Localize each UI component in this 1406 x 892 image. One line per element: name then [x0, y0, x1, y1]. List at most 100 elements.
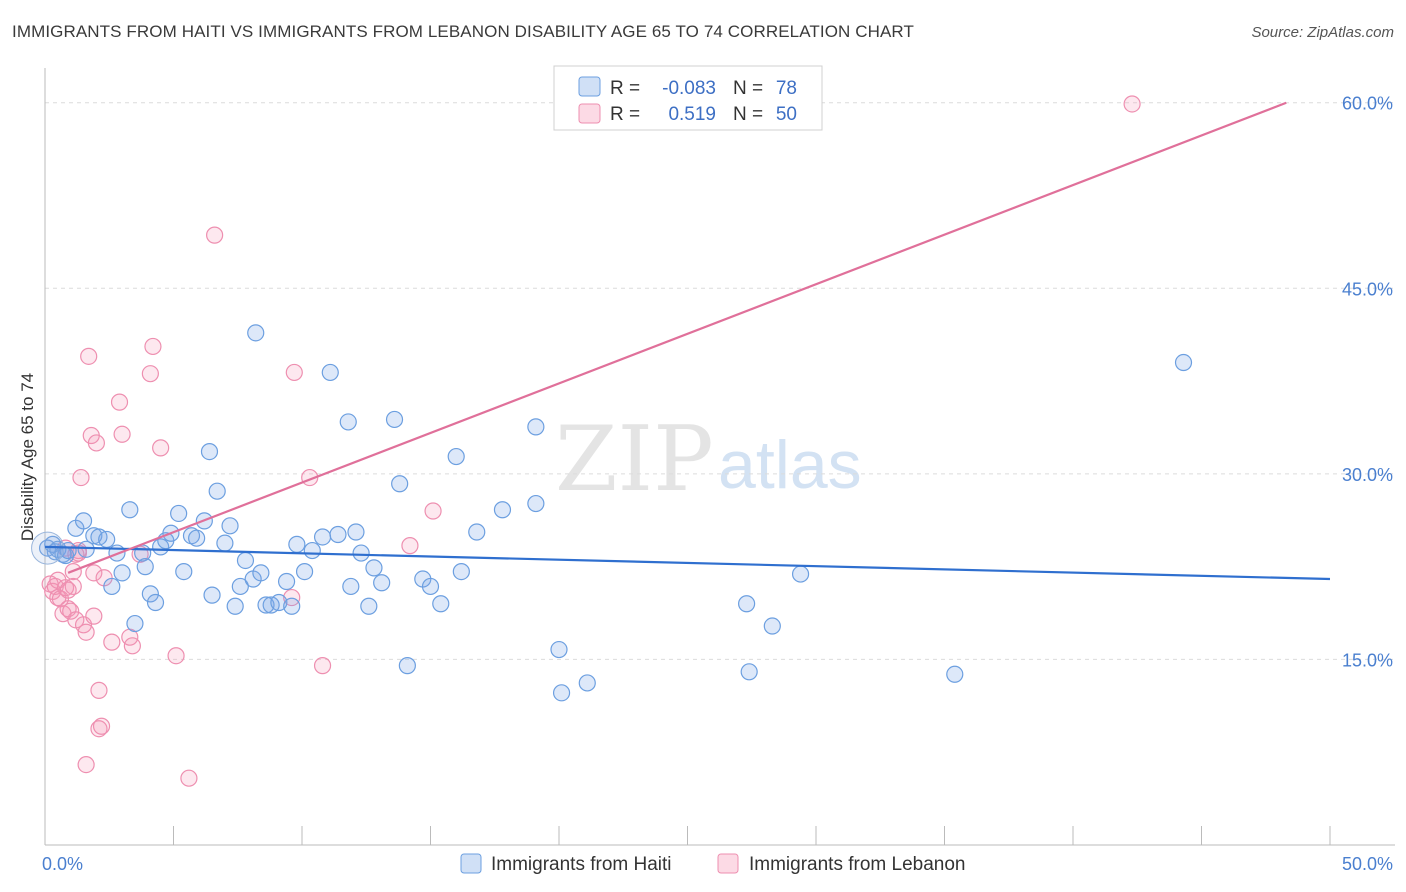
lebanon-point-20	[85, 607, 103, 625]
haiti-point-50	[321, 363, 339, 382]
stats-legend-box	[553, 65, 823, 131]
y-tick-label-45: 45.0%	[1342, 279, 1393, 299]
y-tick-label-15: 15.0%	[1342, 650, 1393, 670]
haiti-point-28	[188, 529, 206, 547]
lebanon-trendline	[67, 101, 1287, 574]
series-legend-haiti-swatch	[460, 853, 482, 874]
haiti-point-15	[113, 564, 131, 582]
haiti-point-21	[146, 593, 165, 612]
haiti-point-78	[946, 665, 964, 683]
lebanon-point-49	[67, 611, 85, 629]
haiti-point-60	[391, 475, 409, 493]
haiti-point-52	[339, 413, 357, 431]
legend-haiti-n-label: N =	[733, 78, 763, 99]
legend-haiti-r-label: R =	[610, 78, 640, 99]
lebanon-point-26	[103, 633, 121, 651]
haiti-point-17	[126, 614, 144, 633]
haiti-point-58	[373, 574, 391, 592]
haiti-point-74	[738, 595, 756, 613]
haiti-point-37	[236, 551, 255, 570]
haiti-point-69	[527, 418, 545, 436]
legend-lebanon-n-label: N =	[733, 104, 763, 125]
tick-labels: 15.0% 30.0% 45.0% 60.0% 0.0% 50.0%	[42, 94, 1393, 874]
lebanon-point-23	[90, 720, 108, 738]
haiti-point-61	[398, 657, 416, 675]
lebanon-point-43	[424, 502, 442, 520]
haiti-point-8	[74, 512, 93, 530]
lebanon-point-24	[92, 717, 111, 735]
haiti-point-47	[295, 563, 314, 581]
haiti-point-43	[270, 593, 288, 612]
lebanon-point-36	[180, 769, 198, 787]
axes	[44, 68, 1395, 846]
watermark-atlas: atlas	[718, 427, 862, 503]
haiti-point-39	[247, 324, 265, 342]
haiti-point-9	[77, 540, 95, 558]
haiti-point-51	[329, 525, 347, 544]
lebanon-point-15	[77, 623, 95, 641]
haiti-point-66	[452, 563, 470, 581]
haiti-point-63	[421, 577, 440, 596]
lebanon-point-17	[80, 347, 98, 365]
haiti-point-75	[740, 663, 758, 681]
haiti-point-77	[791, 565, 810, 583]
haiti-point-30	[200, 443, 219, 461]
lebanon-point-27	[110, 393, 129, 411]
watermark: ZIP atlas	[555, 407, 862, 512]
haiti-point-56	[360, 597, 378, 615]
y-tick-label-30: 30.0%	[1342, 465, 1393, 485]
lebanon-point-38	[283, 588, 301, 607]
haiti-point-49	[313, 528, 332, 546]
haiti-point-19	[136, 558, 154, 576]
lebanon-point-16	[77, 755, 95, 774]
haiti-point-65	[447, 447, 465, 466]
legend-lebanon-n-value: 50	[776, 104, 797, 125]
haiti-point-54	[347, 523, 365, 541]
haiti-point-71	[550, 640, 568, 659]
haiti-point-40	[252, 564, 270, 582]
haiti-point-70	[527, 494, 545, 513]
haiti-point-26	[175, 563, 193, 581]
lebanon-point-34	[152, 439, 170, 457]
lebanon-point-19	[85, 564, 103, 582]
series-legend-lebanon-swatch	[717, 853, 739, 874]
lebanon-point-42	[401, 537, 419, 555]
lebanon-point-48	[59, 581, 77, 599]
haiti-point-59	[385, 410, 404, 429]
watermark-zip: ZIP	[555, 407, 714, 512]
lebanon-point-47	[49, 571, 67, 589]
haiti-point-44	[277, 572, 296, 591]
haiti-point-76	[763, 617, 781, 635]
haiti-point-16	[121, 501, 139, 519]
lebanon-point-13	[72, 468, 90, 487]
lebanon-point-44	[1123, 95, 1141, 113]
haiti-point-68	[493, 501, 512, 519]
haiti-point-45	[283, 597, 301, 615]
lebanon-point-8	[62, 602, 80, 620]
legend-lebanon-r-label: R =	[610, 104, 640, 125]
haiti-point-41	[257, 596, 275, 614]
haiti-point-53	[342, 577, 360, 596]
haiti-point-36	[231, 577, 249, 596]
haiti-trendline	[44, 545, 1331, 581]
haiti-point-12	[98, 530, 116, 549]
haiti-points	[31, 324, 1193, 702]
lebanon-point-39	[285, 363, 303, 382]
haiti-point-33	[216, 534, 234, 552]
series-legend: Immigrants from Haiti Immigrants from Le…	[460, 853, 966, 875]
stats-legend: R = -0.083 N = 78 R = 0.519 N = 50	[553, 65, 823, 131]
chart-source: Source: ZipAtlas.com	[1251, 24, 1394, 41]
x-tick-label-0: 0.0%	[42, 854, 83, 874]
legend-lebanon-swatch	[578, 103, 601, 124]
lebanon-point-28	[113, 425, 131, 443]
haiti-point-13	[103, 577, 121, 596]
haiti-point-79	[1174, 353, 1193, 372]
haiti-point-31	[203, 586, 221, 604]
lebanon-point-22	[90, 681, 108, 699]
haiti-point-25	[170, 504, 188, 523]
haiti-point-73	[578, 674, 596, 692]
haiti-point-55	[352, 544, 370, 562]
lebanon-point-21	[87, 434, 106, 452]
haiti-point-46	[288, 535, 306, 553]
